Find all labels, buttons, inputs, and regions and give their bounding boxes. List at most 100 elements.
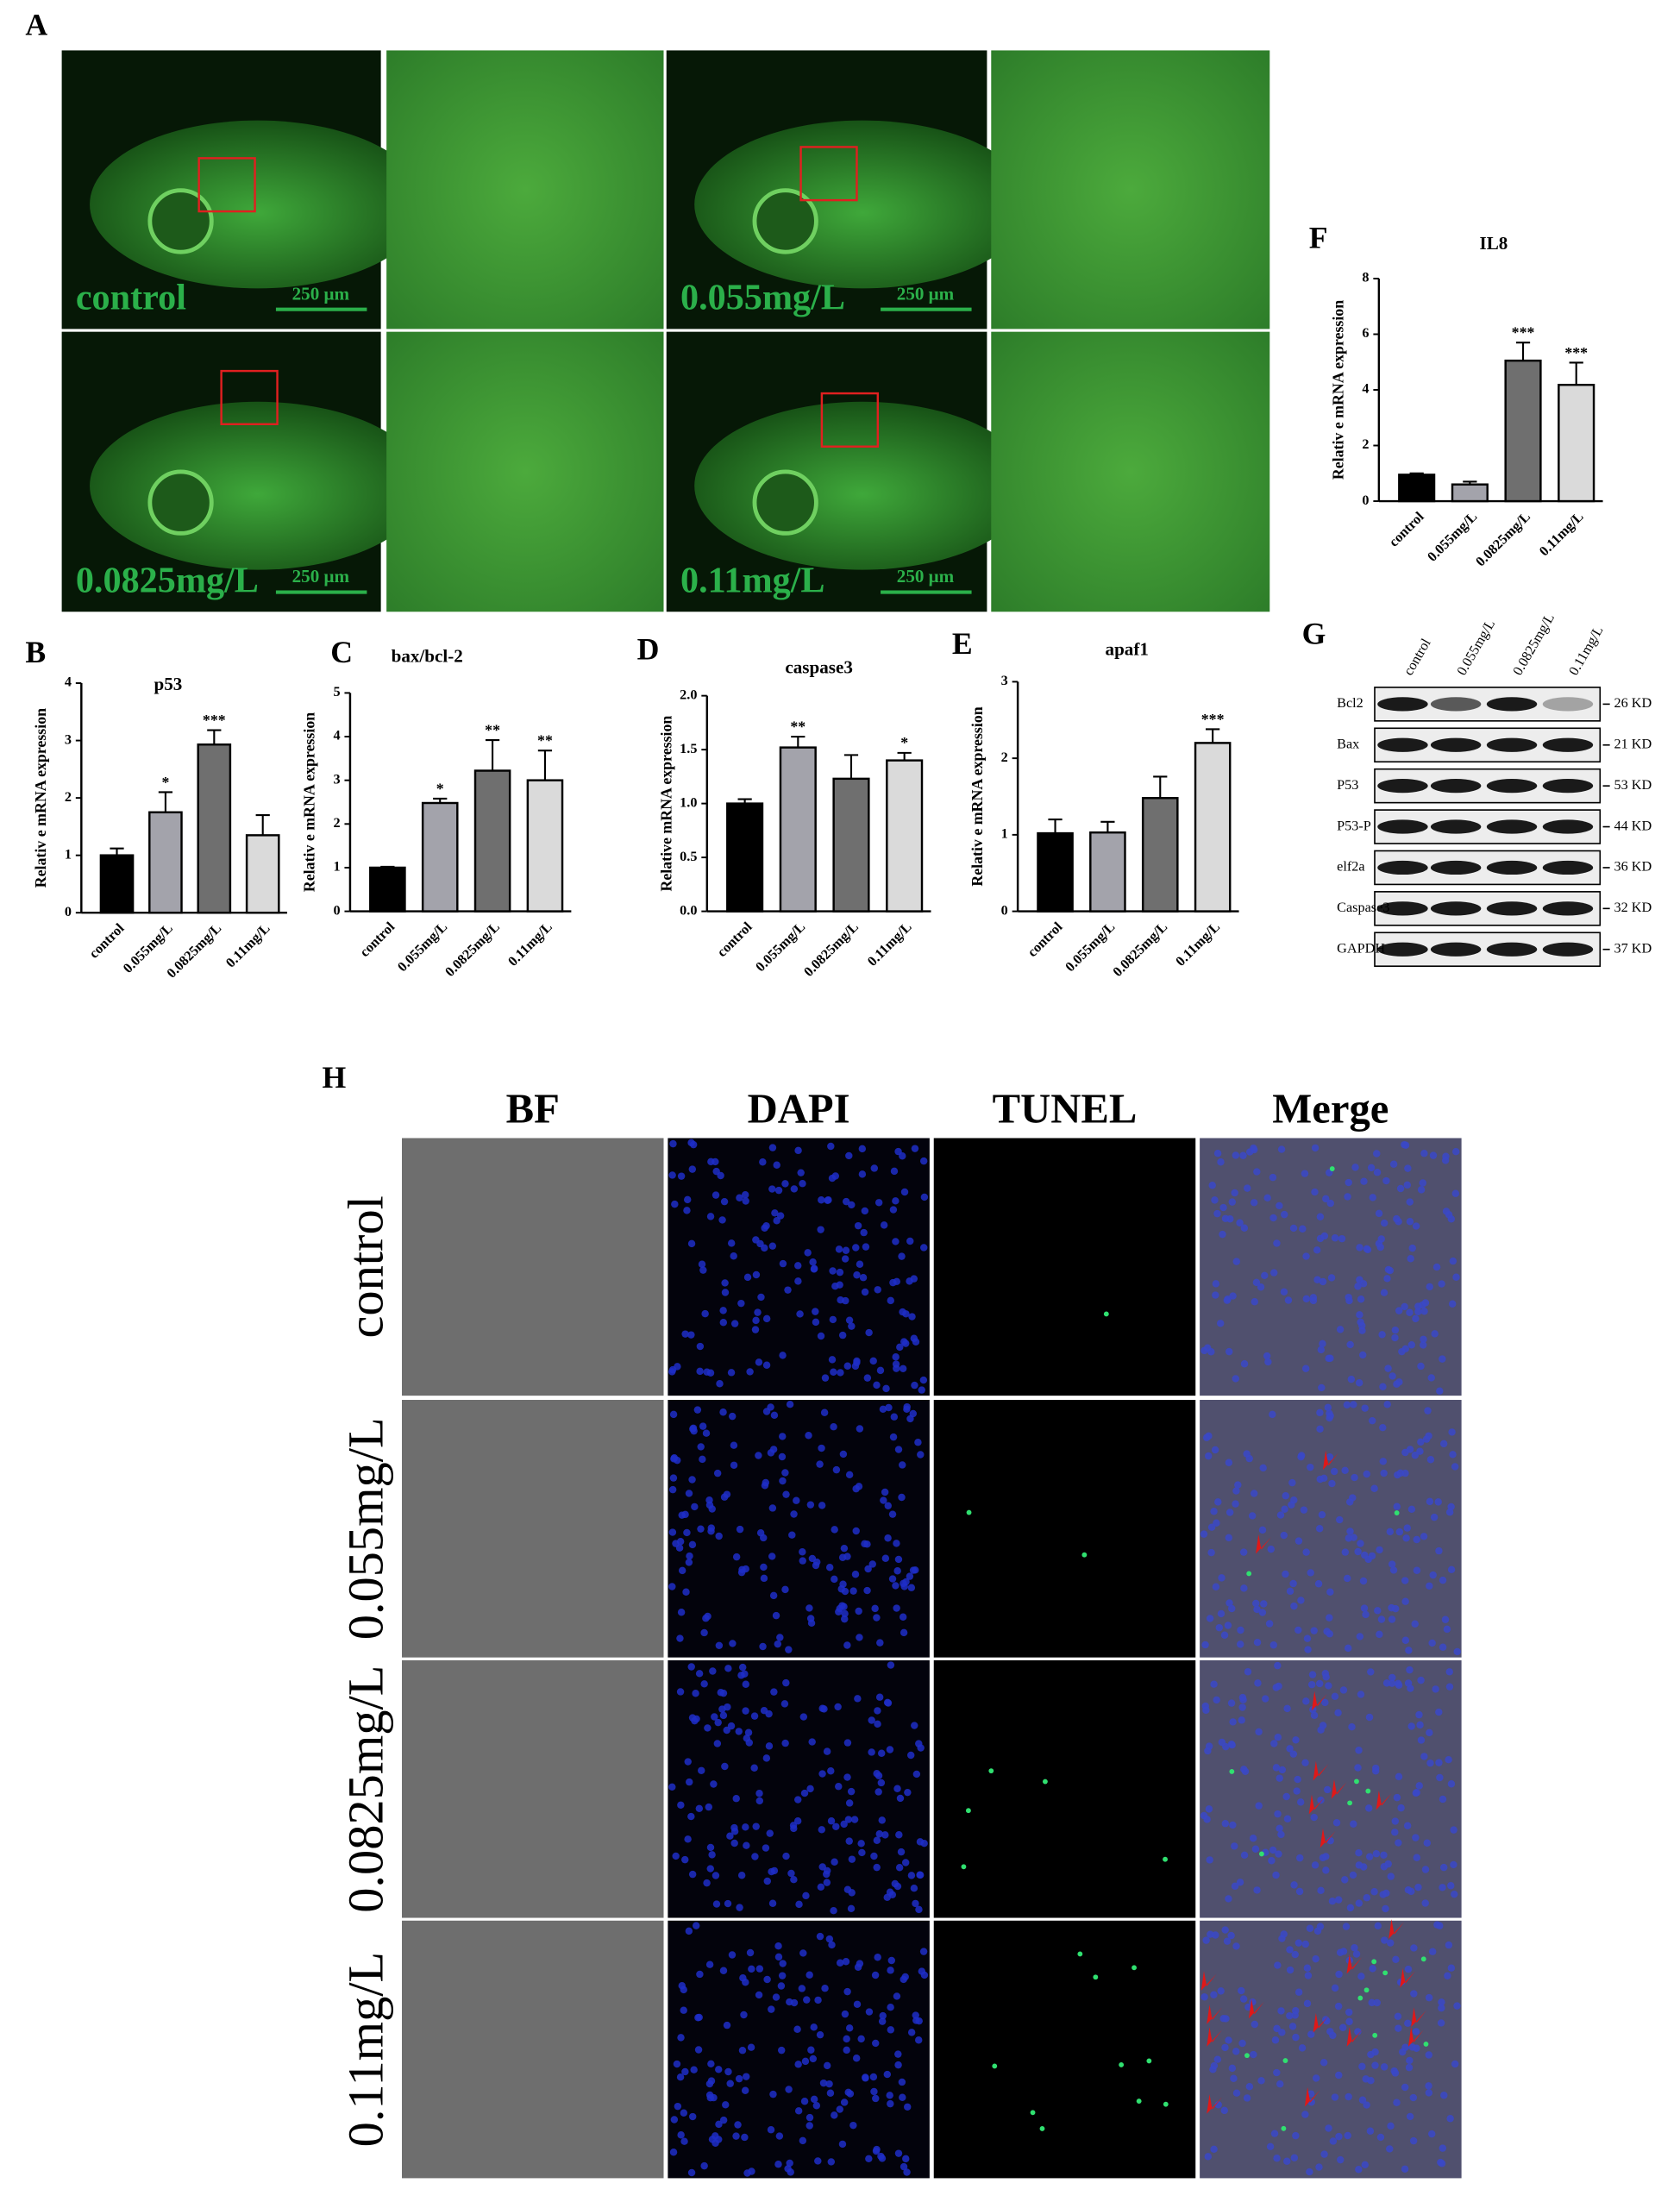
x-tick-label: control (714, 919, 755, 960)
nucleus (876, 1366, 885, 1375)
nucleus (1374, 1607, 1382, 1615)
nucleus (687, 1239, 696, 1248)
nucleus (1213, 1149, 1222, 1157)
nucleus (1365, 1804, 1373, 1812)
nucleus (1232, 2048, 1240, 2055)
nucleus (1311, 1188, 1319, 1196)
nucleus (903, 1405, 911, 1414)
nucleus (676, 1688, 685, 1696)
tunel-dot (1244, 2053, 1250, 2059)
nucleus (1326, 1614, 1333, 1622)
nucleus (1223, 1937, 1232, 1945)
nucleus (880, 1221, 888, 1229)
nucleus (776, 1634, 784, 1641)
nucleus (1303, 1964, 1312, 1972)
nucleus (1395, 1772, 1403, 1781)
nucleus (1439, 1355, 1446, 1363)
nucleus (715, 2066, 723, 2073)
nucleus (669, 2149, 678, 2156)
nucleus (1239, 1151, 1247, 1159)
nucleus (1221, 1819, 1230, 1828)
y-tick-label: 2.0 (680, 687, 697, 702)
nucleus (1363, 1470, 1370, 1478)
nucleus (812, 1318, 820, 1327)
micrograph (1200, 1138, 1462, 1396)
nucleus (861, 1207, 869, 1215)
nucleus (845, 1799, 854, 1807)
nucleus (1435, 1708, 1443, 1716)
nucleus (893, 1540, 900, 1547)
nucleus (705, 1501, 714, 1509)
tunel-dot (1363, 1987, 1370, 1993)
nucleus (1301, 2111, 1309, 2118)
nucleus (1309, 1705, 1317, 1714)
nucleus (1445, 1755, 1452, 1764)
nucleus (762, 1844, 770, 1852)
nucleus (1310, 1627, 1318, 1634)
nucleus (700, 2161, 708, 2170)
nucleus (772, 1611, 780, 1620)
nucleus (812, 2102, 821, 2110)
bar (726, 802, 764, 913)
significance: *** (1564, 344, 1588, 361)
nucleus (894, 2050, 902, 2058)
nucleus (911, 1145, 919, 1152)
nucleus (1245, 2082, 1254, 2091)
nucleus (1345, 2017, 1353, 2026)
nucleus (1377, 1235, 1385, 1243)
nucleus (1345, 1498, 1354, 1506)
nucleus (1401, 1302, 1408, 1311)
nucleus (1436, 1387, 1444, 1395)
nucleus (1215, 1623, 1224, 1632)
significance: *** (1512, 324, 1535, 342)
tunel-dot (1347, 1800, 1353, 1806)
nucleus (1376, 1546, 1383, 1554)
nucleus (1214, 2101, 1222, 2109)
nucleus (870, 1164, 879, 1172)
nucleus (708, 1851, 716, 1859)
tunel-dot (1371, 1959, 1377, 1965)
nucleus (900, 2162, 908, 2171)
nucleus (1229, 1821, 1237, 1829)
nucleus (788, 1531, 796, 1539)
nucleus (916, 1871, 924, 1879)
nucleus (1277, 1145, 1286, 1153)
nucleus (697, 1525, 705, 1533)
nucleus (1382, 1176, 1390, 1185)
tunel-dot (1246, 1571, 1252, 1577)
nucleus (682, 1588, 690, 1596)
nucleus (1236, 1879, 1244, 1886)
nucleus (1419, 1179, 1427, 1187)
nucleus (1445, 1668, 1453, 1676)
blot-band (1542, 942, 1594, 957)
nucleus (843, 2035, 850, 2043)
nucleus (1297, 1597, 1305, 1604)
nucleus (1380, 2063, 1389, 2071)
nucleus (854, 1695, 862, 1703)
nucleus (1276, 1824, 1283, 1833)
nucleus (751, 1853, 759, 1860)
nucleus (678, 1566, 686, 1575)
nucleus (1425, 2089, 1433, 2097)
nucleus (1291, 2011, 1299, 2019)
y-tick-label: 1 (1001, 826, 1008, 842)
nucleus (1316, 1923, 1325, 1930)
blot-band (1430, 779, 1482, 794)
nucleus (1432, 1685, 1439, 1693)
nucleus (1413, 1566, 1421, 1574)
nucleus (1401, 2083, 1409, 2092)
nucleus (705, 2091, 714, 2099)
nucleus (800, 1789, 809, 1797)
tunel-dot (1281, 2125, 1287, 2131)
significance: *** (203, 712, 226, 729)
nucleus (1270, 1740, 1278, 1747)
nucleus (1352, 1950, 1361, 1958)
nucleus (684, 1835, 692, 1843)
nucleus (818, 1196, 825, 1204)
nucleus (879, 1405, 887, 1414)
nucleus (1355, 1861, 1363, 1869)
y-tick-label: 0 (1001, 902, 1008, 918)
nucleus (743, 2073, 750, 2080)
nucleus (677, 2034, 685, 2042)
blot-band (1377, 697, 1428, 712)
